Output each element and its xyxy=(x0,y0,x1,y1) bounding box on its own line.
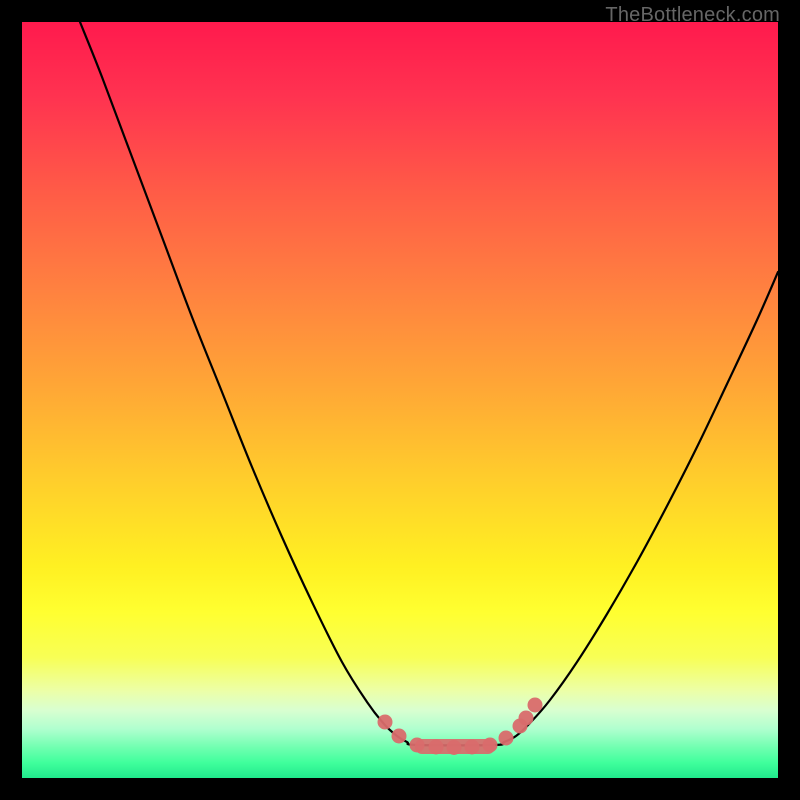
plot-frame xyxy=(22,22,778,778)
trough-marker xyxy=(465,740,480,755)
trough-marker xyxy=(483,738,498,753)
trough-marker xyxy=(392,729,407,744)
watermark-text: TheBottleneck.com xyxy=(605,4,780,27)
curve-path xyxy=(80,22,778,745)
trough-marker xyxy=(378,715,393,730)
trough-marker xyxy=(447,740,462,755)
trough-marker xyxy=(410,738,425,753)
trough-marker xyxy=(499,731,514,746)
trough-marker xyxy=(519,711,534,726)
plot-inner xyxy=(22,22,778,778)
chart-stage: TheBottleneck.com xyxy=(0,0,800,800)
trough-marker xyxy=(528,698,543,713)
trough-marker xyxy=(429,740,444,755)
bottleneck-curve xyxy=(22,22,778,778)
